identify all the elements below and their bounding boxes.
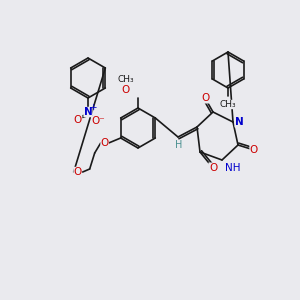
Text: O: O	[74, 115, 82, 125]
Text: O⁻: O⁻	[91, 116, 105, 126]
Text: O: O	[122, 85, 130, 95]
Text: +: +	[89, 103, 97, 112]
Text: O: O	[201, 93, 209, 103]
Text: O: O	[209, 163, 217, 173]
Text: O: O	[74, 167, 82, 177]
Text: N: N	[235, 117, 244, 127]
Text: N: N	[84, 107, 92, 117]
Text: NH: NH	[225, 163, 241, 173]
Text: H: H	[175, 140, 183, 150]
Text: O: O	[100, 138, 109, 148]
Text: O: O	[250, 145, 258, 155]
Text: CH₃: CH₃	[220, 100, 236, 109]
Text: CH₃: CH₃	[118, 76, 134, 85]
